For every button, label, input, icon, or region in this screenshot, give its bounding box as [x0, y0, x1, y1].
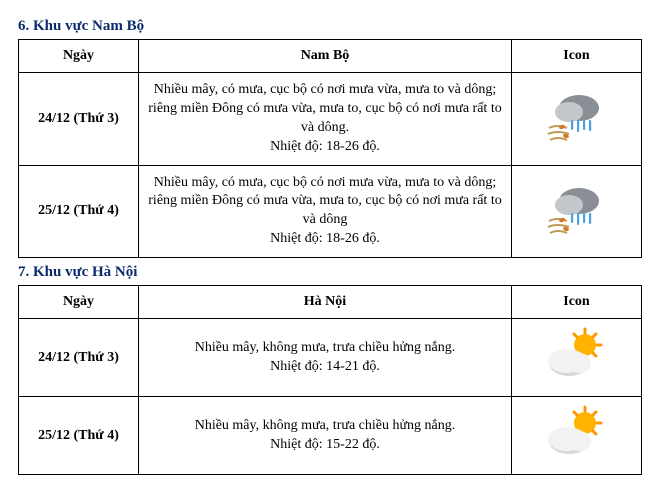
col-region-header: Nam Bộ [139, 40, 512, 73]
col-region-header: Hà Nội [139, 286, 512, 319]
desc-cell: Nhiều mây, không mưa, trưa chiều hửng nắ… [139, 319, 512, 397]
col-icon-header: Icon [512, 286, 642, 319]
date-cell: 24/12 (Thứ 3) [19, 319, 139, 397]
table-row: 25/12 (Thứ 4) Nhiều mây, không mưa, trưa… [19, 397, 642, 475]
date-cell: 24/12 (Thứ 3) [19, 73, 139, 166]
table-row: 25/12 (Thứ 4) Nhiều mây, có mưa, cục bộ … [19, 165, 642, 258]
desc-cell: Nhiều mây, không mưa, trưa chiều hửng nắ… [139, 397, 512, 475]
table-ha-noi: Ngày Hà Nội Icon 24/12 (Thứ 3) Nhiều mây… [18, 285, 642, 475]
desc-cell: Nhiều mây, có mưa, cục bộ có nơi mưa vừa… [139, 73, 512, 166]
desc-cell: Nhiều mây, có mưa, cục bộ có nơi mưa vừa… [139, 165, 512, 258]
table-row: 24/12 (Thứ 3) Nhiều mây, không mưa, trưa… [19, 319, 642, 397]
storm-icon [545, 181, 609, 237]
date-cell: 25/12 (Thứ 4) [19, 397, 139, 475]
table-header-row: Ngày Hà Nội Icon [19, 286, 642, 319]
icon-cell [512, 319, 642, 397]
section-title-7: 7. Khu vực Hà Nội [18, 264, 642, 281]
icon-cell [512, 165, 642, 258]
col-date-header: Ngày [19, 40, 139, 73]
date-cell: 25/12 (Thứ 4) [19, 165, 139, 258]
storm-icon [545, 88, 609, 144]
table-row: 24/12 (Thứ 3) Nhiều mây, có mưa, cục bộ … [19, 73, 642, 166]
col-date-header: Ngày [19, 286, 139, 319]
partly-sunny-icon [545, 327, 609, 383]
section-title-6: 6. Khu vực Nam Bộ [18, 18, 642, 35]
table-nam-bo: Ngày Nam Bộ Icon 24/12 (Thứ 3) Nhiều mây… [18, 39, 642, 258]
icon-cell [512, 73, 642, 166]
partly-sunny-icon [545, 405, 609, 461]
col-icon-header: Icon [512, 40, 642, 73]
table-header-row: Ngày Nam Bộ Icon [19, 40, 642, 73]
icon-cell [512, 397, 642, 475]
